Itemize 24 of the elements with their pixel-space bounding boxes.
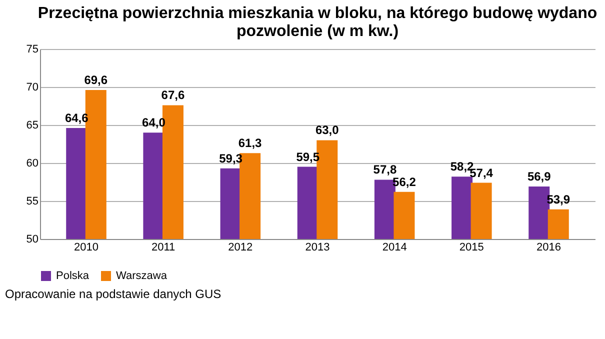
data-label: 63,0 [315,123,340,138]
y-tick-label: 60 [26,158,38,170]
data-label: 56,9 [527,170,552,184]
chart-title: Przeciętna powierzchnia mieszkania w bloku, na którego budowę wydano pozwolenie (w m kw.) [38,5,598,40]
x-tick-label: 2014 [382,242,407,254]
x-tick-label: 2012 [228,242,253,254]
y-tick-label: 50 [26,234,38,246]
y-tick-label: 55 [26,196,38,208]
legend-label: Warszawa [116,270,168,282]
x-tick-label: 2015 [459,242,484,254]
y-tick-label: 75 [26,44,38,56]
data-label: 56,2 [392,174,416,189]
x-tick-label: 2011 [152,242,176,254]
text: Opracowanie na podstawie danych GUS [5,287,222,301]
x-tick-label: 2013 [305,242,330,254]
data-label: 69,6 [84,73,108,88]
data-label: 67,6 [161,88,185,102]
data-label: 61,3 [238,136,262,150]
y-tick-label: 70 [26,82,38,94]
legend-label: Polska [56,270,90,282]
data-label: 57,8 [373,162,397,177]
x-tick-label: 2016 [536,242,561,254]
x-tick-label: 2010 [74,242,98,254]
y-tick-label: 65 [26,120,38,132]
